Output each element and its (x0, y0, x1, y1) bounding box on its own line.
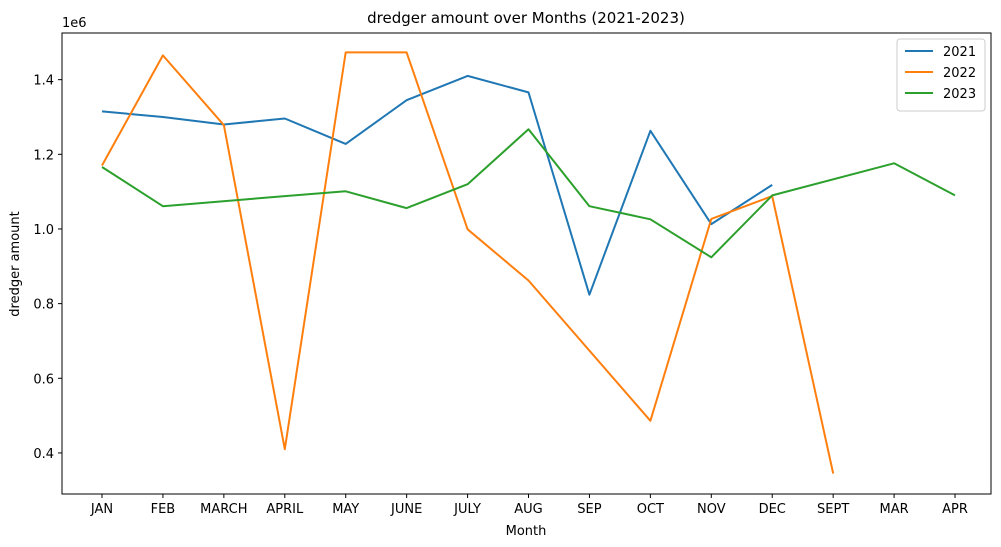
x-tick-label: JULY (453, 502, 481, 517)
x-tick-label: SEP (577, 502, 601, 517)
plot-area (101, 51, 956, 474)
series-line-2021 (101, 74, 773, 296)
y-axis-title: dredger amount (8, 211, 23, 316)
x-tick-label: MAR (880, 502, 909, 517)
x-tick-label: SEPT (817, 502, 849, 517)
x-tick-label: FEB (151, 502, 176, 517)
chart-title: dredger amount over Months (2021-2023) (367, 9, 685, 27)
y-tick-label: 0.6 (33, 372, 54, 387)
y-axis-multiplier-label: 1e6 (62, 16, 87, 31)
y-tick-label: 0.4 (33, 447, 54, 462)
x-tick-label: APRIL (266, 502, 304, 517)
legend-label-2023: 2023 (943, 87, 976, 102)
series-line-2022 (101, 51, 835, 474)
x-tick-label: APR (942, 502, 968, 517)
y-tick-label: 1.0 (33, 223, 54, 238)
x-tick-label: AUG (514, 502, 542, 517)
y-tick-label: 0.8 (33, 298, 54, 313)
x-tick-label: OCT (637, 502, 664, 517)
x-tick-label: JAN (90, 502, 113, 517)
x-tick-label: MARCH (200, 502, 247, 517)
legend-label-2021: 2021 (943, 45, 976, 60)
y-tick-label: 1.2 (33, 148, 54, 163)
legend: 2021 2022 2023 (896, 38, 986, 112)
x-tick-label: NOV (697, 502, 726, 517)
legend-label-2022: 2022 (943, 66, 976, 81)
x-tick-label: MAY (332, 502, 359, 517)
x-tick-label: JUNE (390, 502, 422, 517)
series-line-2023 (101, 128, 956, 259)
x-tick-label: DEC (759, 502, 786, 517)
plot-frame (61, 32, 992, 495)
y-tick-label: 1.4 (33, 74, 54, 89)
x-axis-title: Month (506, 524, 547, 539)
